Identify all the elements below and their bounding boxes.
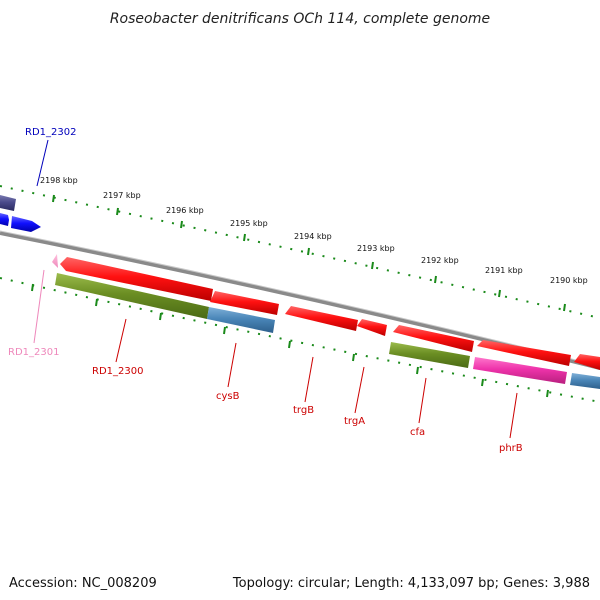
callout-trga [354,366,365,414]
scale-label: 2195 kbp [230,219,268,228]
inner-major-tick [223,326,226,335]
gene-forward-blue-arrow[interactable] [0,213,9,226]
scale-label: 2198 kbp [40,176,78,185]
outer-scale-dots [0,185,600,319]
inner-major-tick [31,283,34,292]
scale-label: 2193 kbp [357,244,395,253]
callout-trgb [304,356,314,403]
gene-rd1-2300[interactable] [60,257,213,301]
gene-cysb[interactable] [210,291,279,315]
label-trgb[interactable]: trgB [293,405,314,416]
accession-text: Accession: NC_008209 [9,576,157,591]
label-cysb[interactable]: cysB [216,391,240,402]
gene-rd1-2302-navy[interactable] [0,195,16,211]
gene-rd1-2301-pink[interactable] [52,254,58,268]
map-title: Roseobacter denitrificans OCh 114, compl… [110,11,490,27]
outer-major-tick [371,261,374,270]
outer-major-tick [180,220,183,229]
outer-scale [0,185,600,319]
outer-major-tick [563,303,566,312]
inner-major-tick [288,340,291,349]
inner-major-tick [416,366,419,375]
feature-olive-cfa[interactable] [389,342,470,368]
callout-phrb [509,392,518,439]
inner-major-tick [352,353,355,362]
label-phrb[interactable]: phrB [499,443,523,454]
label-trga[interactable]: trgA [344,416,365,427]
inner-major-tick [95,298,98,307]
scale-label: 2191 kbp [485,266,523,275]
gene-trga[interactable] [357,319,387,336]
feature-steel-edge[interactable] [570,373,600,389]
inner-major-tick [481,378,484,387]
label-rd1-2300[interactable]: RD1_2300 [92,366,143,377]
feature-magenta-phrb[interactable] [473,357,567,384]
gene-edge-red[interactable] [574,354,600,370]
outer-major-tick [434,275,437,284]
feature-steel-cysb[interactable] [207,307,275,333]
scale-labels: 2198 kbp 2197 kbp 2196 kbp 2195 kbp 2194… [40,176,588,285]
outer-major-tick [116,207,119,216]
label-rd1-2302[interactable]: RD1_2302 [25,127,76,138]
outer-major-tick [498,289,501,298]
scale-label: 2196 kbp [166,206,204,215]
callout-cysb [227,342,237,388]
inner-major-ticks [31,283,549,398]
callout-rd1-2300 [115,318,127,363]
outer-major-ticks [52,194,566,312]
scale-label: 2197 kbp [103,191,141,200]
gene-phrb[interactable] [477,340,571,366]
genome-summary-text: Topology: circular; Length: 4,133,097 bp… [232,576,590,591]
outer-major-tick [243,233,246,242]
callout-rd1-2302 [36,139,49,187]
outer-major-tick [307,247,310,256]
scale-label: 2190 kbp [550,276,588,285]
gene-forward-blue-arrow[interactable] [11,216,41,232]
label-rd1-2301[interactable]: RD1_2301 [8,347,59,358]
callout-cfa [418,377,427,424]
inner-major-tick [159,312,162,321]
feature-olive-rd1-2300[interactable] [55,273,209,319]
inner-major-tick [546,389,549,398]
callout-rd1-2301 [33,269,45,344]
scale-label: 2192 kbp [421,256,459,265]
gene-cfa[interactable] [393,325,474,352]
outer-major-tick [52,194,55,203]
gene-trgb[interactable] [285,306,358,331]
label-cfa[interactable]: cfa [410,427,425,438]
genome-backbone-highlight [0,230,600,367]
scale-label: 2194 kbp [294,232,332,241]
